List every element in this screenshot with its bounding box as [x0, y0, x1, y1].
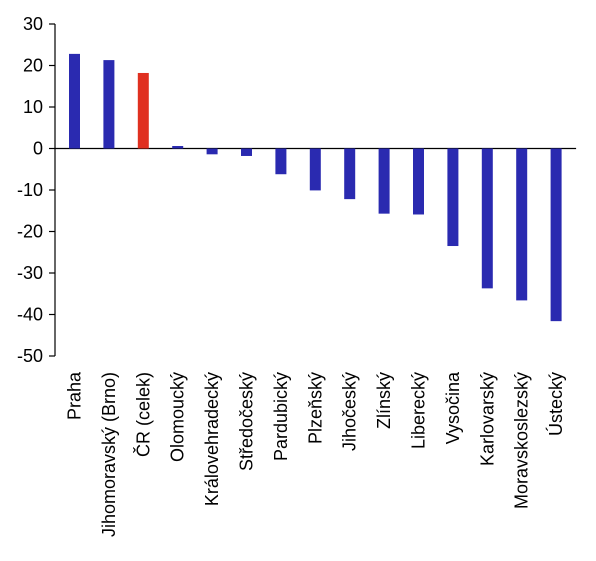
x-category-label: Plzeňský	[305, 372, 325, 444]
y-tick-label: -50	[17, 346, 43, 366]
x-category-label: Středočeský	[237, 372, 257, 471]
x-category-label: Vysočina	[443, 371, 463, 444]
bars	[69, 53, 562, 322]
bar	[378, 148, 390, 214]
y-tick-label: 30	[23, 14, 43, 34]
x-category-label: Královehradecký	[202, 372, 222, 506]
bar	[550, 148, 562, 322]
x-category-label: Liberecký	[409, 372, 429, 449]
x-category-label: Praha	[65, 371, 85, 420]
y-tick-label: -40	[17, 305, 43, 325]
bar	[344, 148, 356, 200]
bar	[275, 148, 287, 175]
y-tick-label: 10	[23, 97, 43, 117]
bar	[69, 53, 80, 149]
bar	[481, 148, 493, 289]
bar	[206, 148, 218, 155]
bar	[241, 148, 252, 156]
x-category-label: Pardubický	[271, 372, 291, 461]
y-tick-label: -10	[17, 180, 43, 200]
x-axis-labels: Praha Jihomoravský (Brno) ČR (celek) Olomou…	[65, 371, 567, 537]
bar	[103, 60, 115, 149]
y-tick-label: -30	[17, 263, 43, 283]
x-category-label: Karlovarský	[477, 372, 497, 466]
y-tick-label: 20	[23, 56, 43, 76]
x-category-label: Jihomoravský (Brno)	[99, 372, 119, 537]
bar	[516, 148, 528, 301]
x-category-label: Olomoucký	[168, 372, 188, 462]
bar	[309, 148, 321, 191]
bar	[137, 72, 149, 149]
x-category-label: Jihočeský	[340, 372, 360, 451]
y-tick-label: 0	[33, 139, 43, 159]
x-category-label: Zlínský	[374, 372, 394, 429]
bar	[172, 146, 184, 149]
x-category-label: Ústecký	[545, 372, 566, 436]
x-category-label: Moravskoslezský	[512, 372, 532, 509]
bar	[447, 148, 459, 247]
bar	[413, 148, 424, 215]
y-tick-label: -20	[17, 222, 43, 242]
x-category-label: ČR (celek)	[132, 372, 153, 457]
